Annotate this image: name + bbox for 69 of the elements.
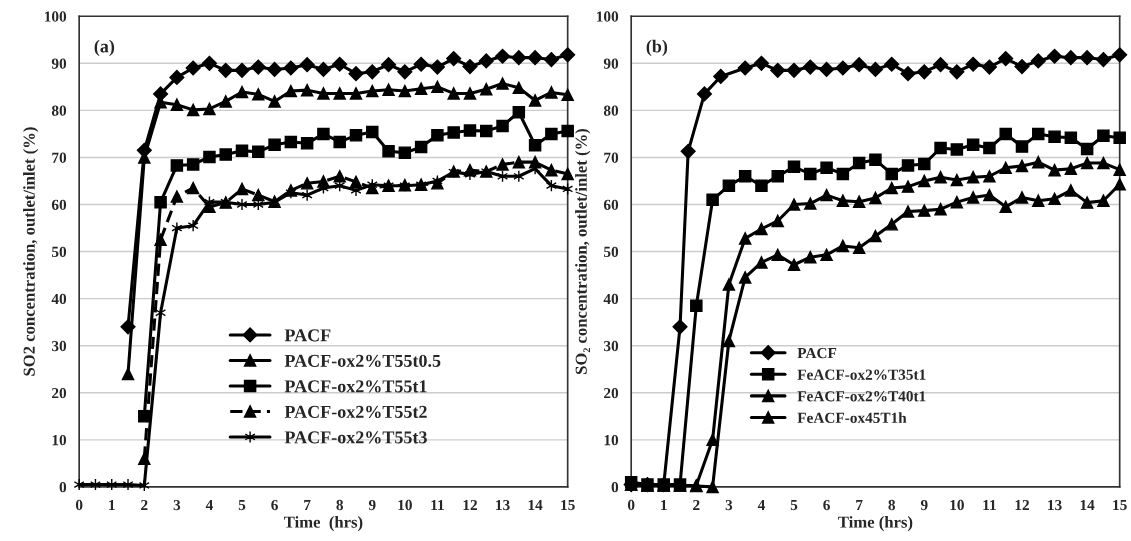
x-tick-label: 1 bbox=[109, 499, 115, 510]
x-tick-label: 5 bbox=[238, 500, 246, 511]
x-tick-label: 2 bbox=[141, 499, 148, 510]
x-tick-label: 5 bbox=[790, 500, 798, 511]
y-tick-label: 100 bbox=[596, 11, 619, 22]
legend-label: FeACF-ox2%T40t1 bbox=[797, 391, 926, 402]
y-tick-label: 40 bbox=[603, 293, 619, 305]
y-tick-label: 40 bbox=[51, 293, 67, 305]
x-tick-label: 4 bbox=[205, 499, 213, 510]
x-tick-label: 8 bbox=[888, 499, 896, 511]
x-axis-title: Time (hrs) bbox=[284, 516, 363, 532]
y-axis-title: SO2 concentration, outlet/inlet (%) bbox=[23, 127, 39, 376]
y-tick-label: 70 bbox=[52, 152, 67, 163]
x-tick-label: 7 bbox=[856, 500, 863, 510]
x-tick-label: 9 bbox=[368, 499, 376, 511]
x-tick-label: 15 bbox=[561, 499, 575, 511]
legend-label: PACF bbox=[797, 347, 837, 359]
x-tick-label: 3 bbox=[725, 499, 733, 511]
x-tick-label: 6 bbox=[823, 499, 830, 511]
x-tick-label: 9 bbox=[920, 499, 928, 511]
y-tick-label: 0 bbox=[59, 482, 67, 493]
x-tick-label: 13 bbox=[1048, 499, 1062, 511]
y-tick-label: 10 bbox=[52, 434, 67, 446]
x-tick-label: 11 bbox=[431, 499, 444, 510]
x-tick-label: 10 bbox=[398, 499, 412, 511]
y-tick-label: 90 bbox=[603, 58, 619, 69]
legend-label: FeACF-ox2%T35t1 bbox=[797, 369, 926, 380]
y-tick-label: 50 bbox=[52, 246, 67, 258]
y-tick-label: 10 bbox=[604, 434, 619, 446]
x-tick-label: 13 bbox=[496, 499, 510, 511]
legend-label: PACF-ox2%T55t0.5 bbox=[284, 354, 441, 367]
x-tick-label: 8 bbox=[336, 499, 344, 511]
legend-label: PACF bbox=[284, 329, 331, 342]
y-tick-label: 20 bbox=[604, 387, 619, 399]
x-tick-label: 12 bbox=[1015, 499, 1029, 510]
legend-label: FeACF-ox45T1h bbox=[797, 412, 907, 423]
y-tick-label: 70 bbox=[604, 152, 619, 163]
y-tick-label: 90 bbox=[51, 58, 67, 69]
y-tick-label: 0 bbox=[611, 482, 619, 493]
x-tick-label: 0 bbox=[627, 499, 635, 511]
legend-label: PACF-ox2%T55t1 bbox=[284, 380, 427, 393]
x-axis-title: Time (hrs) bbox=[838, 516, 913, 532]
y-axis-title: SO₂ concentration, outlet/inlet (%) bbox=[575, 128, 591, 374]
x-tick-label: 0 bbox=[75, 499, 83, 511]
legend-label: PACF-ox2%T55t3 bbox=[284, 431, 427, 444]
x-tick-label: 2 bbox=[693, 499, 700, 510]
x-tick-label: 14 bbox=[1080, 499, 1095, 510]
y-tick-label: 80 bbox=[51, 105, 67, 116]
y-tick-label: 50 bbox=[604, 246, 619, 258]
y-tick-label: 60 bbox=[51, 199, 67, 210]
legend-label: PACF-ox2%T55t2 bbox=[284, 405, 427, 418]
x-tick-label: 10 bbox=[950, 499, 964, 511]
y-tick-label: 30 bbox=[51, 340, 67, 352]
x-tick-label: 11 bbox=[983, 499, 996, 510]
text: (b) bbox=[646, 39, 668, 57]
y-tick-label: 30 bbox=[603, 340, 619, 352]
x-tick-label: 1 bbox=[661, 499, 667, 510]
y-tick-label: 20 bbox=[52, 387, 67, 399]
y-tick-label: 100 bbox=[44, 11, 67, 22]
x-tick-label: 14 bbox=[528, 499, 543, 510]
x-tick-label: 15 bbox=[1113, 499, 1127, 511]
x-tick-label: 12 bbox=[463, 499, 477, 510]
text: (a) bbox=[94, 39, 115, 57]
x-tick-label: 3 bbox=[173, 499, 181, 511]
x-tick-label: 4 bbox=[757, 499, 765, 510]
y-tick-label: 60 bbox=[603, 199, 619, 210]
y-tick-label: 80 bbox=[603, 105, 619, 116]
x-tick-label: 7 bbox=[304, 500, 311, 510]
x-tick-label: 6 bbox=[271, 499, 278, 511]
